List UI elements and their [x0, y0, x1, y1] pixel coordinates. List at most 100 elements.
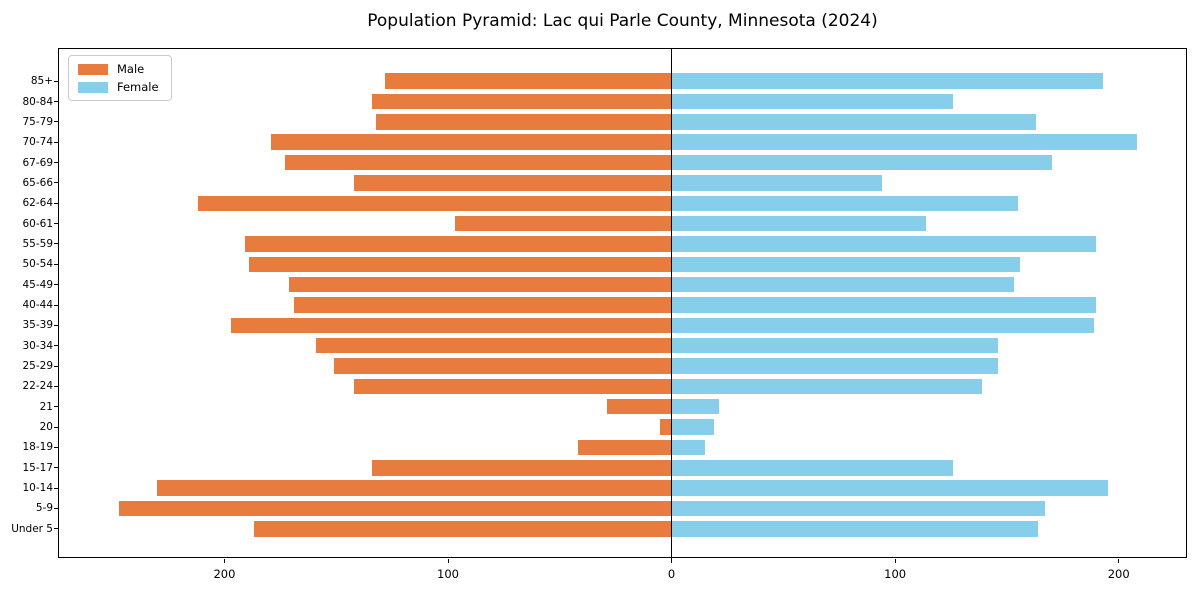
- female-bar-45-49: [671, 276, 1014, 293]
- female-bar-30-34: [671, 337, 998, 354]
- y-tick-mark: [54, 223, 58, 225]
- y-tick-mark: [54, 182, 58, 184]
- male-bar-21: [606, 399, 672, 415]
- female-bar-22-24: [671, 378, 983, 395]
- female-bar-75-79: [671, 114, 1036, 130]
- female-bar-50-54: [671, 256, 1021, 273]
- age-group-label: 20: [39, 421, 53, 434]
- age-group-label: Under 5: [11, 522, 53, 535]
- female-swatch-icon: [78, 81, 108, 93]
- y-tick-mark: [54, 162, 58, 164]
- male-bar-75-79: [376, 114, 672, 130]
- zero-line: [670, 49, 673, 559]
- y-tick-mark: [54, 345, 58, 347]
- age-group-label: 60-61: [22, 217, 53, 230]
- age-group-label: 10-14: [22, 482, 53, 495]
- age-group-label: 67-69: [22, 156, 53, 169]
- legend: Male Female: [68, 55, 172, 101]
- age-group-label: 5-9: [35, 502, 53, 515]
- chart-title: Population Pyramid: Lac qui Parle County…: [367, 11, 878, 31]
- female-bar-60-61: [671, 215, 927, 232]
- female-bar-67-69: [671, 154, 1052, 171]
- male-bar-55-59: [244, 236, 672, 252]
- female-bar-Under 5: [671, 521, 1039, 537]
- male-bar-40-44: [293, 297, 672, 313]
- age-group-label: 50-54: [22, 258, 53, 271]
- age-group-label: 85+: [30, 75, 53, 88]
- x-tick-mark: [223, 559, 225, 563]
- female-bar-55-59: [671, 236, 1097, 252]
- age-group-label: 21: [39, 400, 53, 413]
- female-bar-62-64: [671, 195, 1019, 211]
- age-group-label: 65-66: [22, 176, 53, 189]
- age-group-label: 80-84: [22, 95, 53, 108]
- plot-area: 85+ 80-84 75-79 70-74 67-69 65-66 62-64 60-61 55…: [11, 48, 1187, 581]
- male-bar-20: [660, 419, 672, 435]
- age-group-label: 75-79: [22, 115, 53, 128]
- female-bar-10-14: [671, 480, 1108, 496]
- female-bar-25-29: [671, 358, 998, 374]
- female-bar-85+: [671, 73, 1104, 89]
- age-group-label: 30-34: [22, 339, 53, 352]
- legend-item-female: Female: [78, 81, 159, 93]
- female-bar-18-19: [671, 439, 706, 456]
- age-group-label: 25-29: [22, 360, 53, 373]
- female-bar-5-9: [671, 500, 1045, 517]
- age-group-label: 45-49: [22, 278, 53, 291]
- male-bar-35-39: [231, 317, 672, 334]
- y-tick-mark: [54, 365, 58, 367]
- x-tick-mark: [447, 559, 449, 563]
- male-bar-65-66: [354, 175, 672, 191]
- male-bar-22-24: [354, 378, 672, 395]
- female-bar-40-44: [671, 297, 1097, 313]
- age-group-label: 18-19: [22, 441, 53, 454]
- y-tick-mark: [54, 385, 58, 387]
- male-bar-30-34: [316, 337, 672, 354]
- male-bar-80-84: [371, 93, 672, 110]
- male-bar-45-49: [289, 276, 672, 293]
- male-bar-62-64: [197, 195, 672, 211]
- x-tick-label: 0: [667, 567, 676, 581]
- y-tick-mark: [54, 446, 58, 448]
- x-tick-label: 100: [437, 567, 459, 581]
- female-bar-35-39: [671, 317, 1095, 334]
- male-swatch-icon: [78, 63, 108, 75]
- age-group-label: 22-24: [22, 380, 53, 393]
- age-group-label: 15-17: [22, 461, 53, 474]
- female-bar-70-74: [671, 134, 1137, 150]
- male-bar-15-17: [371, 460, 672, 476]
- y-tick-mark: [54, 487, 58, 489]
- y-tick-mark: [54, 202, 58, 204]
- age-group-label: 62-64: [22, 197, 53, 210]
- y-tick-mark: [54, 324, 58, 326]
- female-bar-20: [671, 419, 715, 435]
- male-bar-10-14: [157, 480, 672, 496]
- x-tick-label: 200: [1107, 567, 1130, 581]
- male-bar-60-61: [454, 215, 672, 232]
- y-tick-mark: [54, 507, 58, 509]
- x-tick-label: 200: [213, 567, 236, 581]
- y-tick-mark: [54, 121, 58, 123]
- y-tick-mark: [54, 263, 58, 265]
- x-tick-label: 100: [884, 567, 907, 581]
- y-tick-mark: [54, 141, 58, 143]
- y-tick-mark: [54, 467, 58, 469]
- age-group-label: 40-44: [22, 299, 53, 311]
- female-bar-65-66: [671, 175, 882, 191]
- legend-item-male: Male: [78, 63, 159, 75]
- male-bar-25-29: [333, 358, 672, 374]
- legend-label-male: Male: [117, 62, 145, 76]
- y-tick-mark: [54, 243, 58, 245]
- y-tick-mark: [54, 528, 58, 530]
- y-tick-mark: [54, 426, 58, 428]
- age-group-label: 55-59: [22, 237, 53, 250]
- age-group-label: 70-74: [22, 136, 53, 149]
- age-group-label: 35-39: [22, 319, 53, 332]
- x-tick-mark: [894, 559, 896, 563]
- male-bar-50-54: [249, 256, 672, 273]
- female-bar-15-17: [671, 460, 954, 476]
- male-bar-67-69: [284, 154, 672, 171]
- y-tick-mark: [54, 284, 58, 286]
- female-bar-80-84: [671, 93, 954, 110]
